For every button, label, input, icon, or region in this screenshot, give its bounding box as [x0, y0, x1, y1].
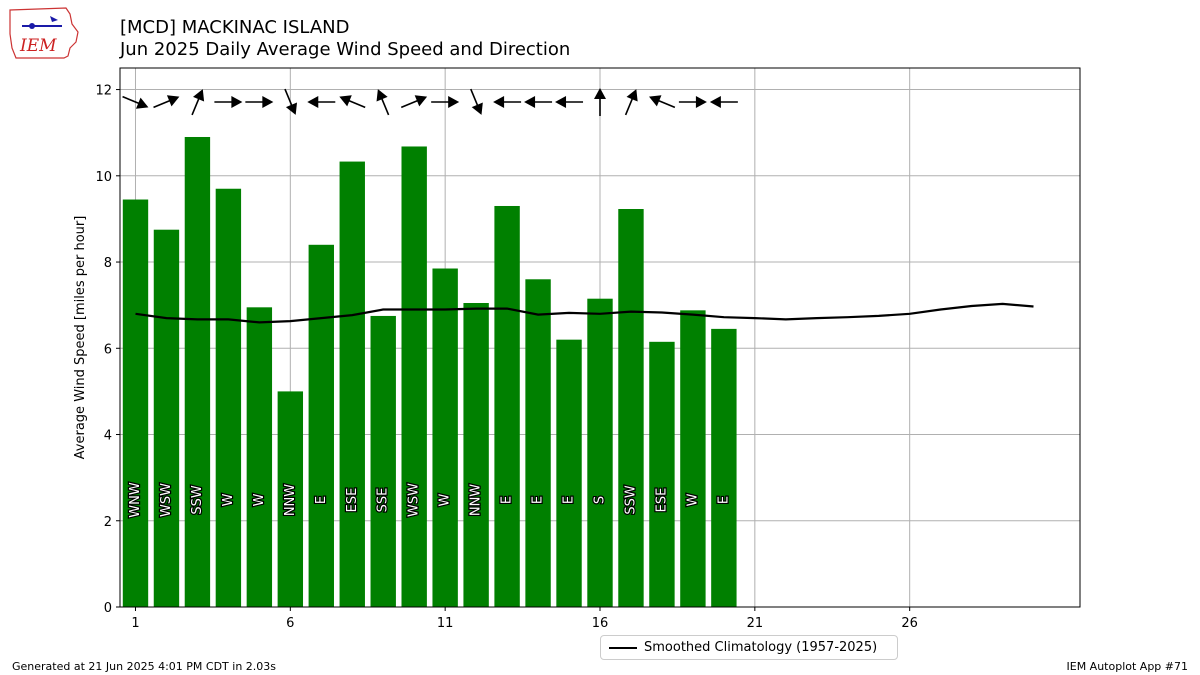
wind-arrow	[153, 95, 180, 109]
direction-label: E	[531, 496, 546, 504]
bar	[401, 146, 427, 607]
wind-arrow	[307, 96, 336, 108]
bar	[370, 315, 396, 607]
y-tick-label: 0	[104, 601, 112, 616]
wind-arrow	[678, 96, 707, 108]
direction-label: WSW	[159, 483, 174, 517]
x-axis: 1 6 11 16 21 26	[131, 607, 918, 631]
x-tick-label: 21	[747, 616, 764, 631]
direction-label: E	[716, 496, 731, 504]
direction-label: WSW	[407, 483, 422, 517]
bar	[308, 244, 334, 608]
bar	[618, 209, 644, 608]
y-tick-label: 12	[95, 84, 112, 99]
bar	[246, 307, 273, 607]
direction-label: W	[685, 493, 700, 506]
wind-arrow	[214, 96, 243, 108]
y-tick-label: 4	[104, 429, 112, 444]
wind-arrow	[624, 89, 638, 116]
title-line-2: Jun 2025 Daily Average Wind Speed and Di…	[120, 39, 571, 60]
direction-label: NNW	[469, 484, 484, 516]
x-tick-label: 26	[901, 616, 918, 631]
direction-label: E	[562, 496, 577, 504]
direction-label: W	[221, 493, 236, 506]
x-tick-label: 1	[131, 616, 139, 631]
wind-arrow	[470, 88, 483, 115]
direction-label: W	[438, 493, 453, 506]
bar	[153, 229, 180, 607]
wind-arrow	[339, 95, 366, 109]
iem-logo: IEM	[6, 4, 82, 62]
y-tick-label: 10	[95, 170, 112, 185]
app-id: IEM Autoplot App #71	[1066, 660, 1189, 673]
wind-arrow	[431, 96, 460, 108]
bar	[711, 328, 737, 607]
bar	[587, 298, 613, 607]
x-tick-label: 16	[592, 616, 609, 631]
climatology-line	[135, 302, 1034, 324]
bar	[494, 205, 520, 607]
direction-label: W	[252, 493, 267, 506]
title-line-1: [MCD] MACKINAC ISLAND	[120, 17, 350, 38]
x-tick-label: 6	[286, 616, 294, 631]
wind-arrow	[555, 96, 584, 108]
wind-arrow	[649, 95, 676, 109]
bar	[680, 310, 706, 607]
chart-title: [MCD] MACKINAC ISLAND Jun 2025 Daily Ave…	[120, 17, 570, 61]
y-axis: 0 2 4 6 8 10 12	[95, 84, 120, 616]
wind-arrow	[594, 88, 606, 116]
wind-arrow	[493, 96, 522, 108]
bar	[122, 199, 149, 608]
direction-label: WNW	[128, 482, 143, 518]
direction-label: SSE	[376, 488, 391, 513]
direction-label: E	[500, 496, 515, 504]
bar	[339, 161, 365, 607]
y-axis-label: Average Wind Speed [miles per hour]	[73, 216, 88, 460]
wind-arrow	[284, 88, 298, 115]
direction-arrows	[122, 88, 738, 116]
direction-label: SSW	[623, 485, 638, 515]
bar	[525, 279, 551, 607]
y-tick-label: 8	[104, 256, 112, 271]
wind-arrow	[709, 96, 738, 108]
direction-label: E	[314, 496, 329, 504]
bar	[432, 268, 458, 607]
direction-label: NNW	[283, 484, 298, 516]
wind-arrow	[191, 89, 205, 116]
bar	[184, 136, 211, 607]
logo-text: IEM	[19, 36, 57, 56]
bar	[463, 303, 489, 607]
bar	[277, 391, 304, 607]
legend-swatch-climatology	[609, 647, 637, 649]
direction-label: ESE	[654, 488, 669, 513]
wind-arrow	[524, 96, 553, 108]
x-tick-label: 11	[437, 616, 454, 631]
wind-arrow	[245, 96, 274, 108]
bar	[215, 188, 242, 607]
y-tick-label: 2	[104, 515, 112, 530]
wind-arrow	[400, 95, 428, 109]
bar-series	[122, 136, 737, 608]
bar	[649, 341, 675, 607]
direction-label: ESE	[345, 488, 360, 513]
bar	[556, 339, 582, 607]
wind-arrow	[122, 95, 149, 109]
direction-label: S	[593, 496, 608, 504]
legend: Smoothed Climatology (1957-2025)	[600, 635, 898, 660]
direction-labels: WNW WSW SSW W W NNW E ESE SSE WSW W NNW E E E S SSW ESE W E	[127, 481, 733, 519]
wind-speed-chart: WNW WSW SSW W W NNW E ESE SSE WSW W NNW E E E S SSW ESE W E…	[73, 67, 1081, 631]
legend-label-climatology: Smoothed Climatology (1957-2025)	[644, 640, 878, 655]
generated-timestamp: Generated at 21 Jun 2025 4:01 PM CDT in …	[12, 660, 277, 673]
wind-arrow	[376, 89, 390, 116]
direction-label: SSW	[190, 485, 205, 515]
y-tick-label: 6	[104, 342, 112, 357]
